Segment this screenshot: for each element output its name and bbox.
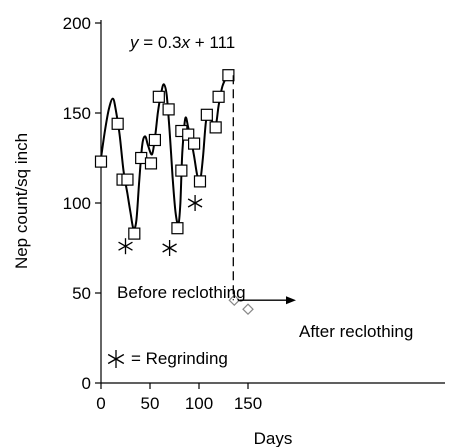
data-point-square [200, 108, 213, 121]
data-point-square [152, 90, 165, 103]
y-tick-label: 150 [63, 104, 91, 123]
legend: = Regrinding [107, 349, 228, 368]
data-point-square [175, 164, 188, 177]
markers [94, 69, 254, 316]
data-point-square [193, 175, 207, 188]
x-tick-label: 0 [96, 394, 105, 413]
axes [100, 20, 445, 384]
y-axis-title: Nep count/sq inch [12, 133, 31, 269]
x-tick-label: 150 [234, 394, 262, 413]
equation-label: y = 0.3x + 111 [129, 33, 235, 52]
data-point-square [162, 103, 175, 116]
after-reclothing-label: After reclothing [299, 322, 413, 341]
data-point-square [128, 227, 141, 240]
y-tick-label: 200 [63, 14, 91, 33]
data-point-square [148, 133, 161, 147]
x-ticks: 0 50 100 150 [96, 383, 262, 413]
data-point-square [209, 121, 222, 134]
y-ticks: 0 50 100 150 200 [63, 14, 101, 393]
data-point-square [212, 90, 225, 103]
data-point-square [171, 222, 184, 235]
x-tick-label: 50 [141, 394, 160, 413]
data-point-square [94, 155, 108, 168]
data-point-star [162, 240, 177, 256]
legend-star-icon [107, 350, 125, 368]
y-tick-label: 50 [72, 284, 91, 303]
data-point-square [111, 117, 124, 130]
x-axis-title: Days [254, 429, 293, 447]
data-point-diamond [242, 303, 254, 316]
data-point-star [187, 195, 203, 211]
x-tick-label: 100 [185, 394, 213, 413]
data-point-square [188, 137, 201, 150]
data-point-square [144, 157, 158, 170]
data-point-square [121, 173, 134, 186]
y-tick-label: 100 [63, 194, 91, 213]
trend-curve [100, 72, 230, 230]
legend-regrinding-label: = Regrinding [131, 349, 228, 368]
data-point-square [222, 69, 235, 82]
after-reclothing-arrow-head [286, 296, 296, 305]
data-point-diamond [228, 294, 241, 307]
y-tick-label: 0 [82, 374, 91, 393]
before-reclothing-label: Before reclothing [117, 283, 246, 302]
data-point-star [118, 238, 133, 255]
